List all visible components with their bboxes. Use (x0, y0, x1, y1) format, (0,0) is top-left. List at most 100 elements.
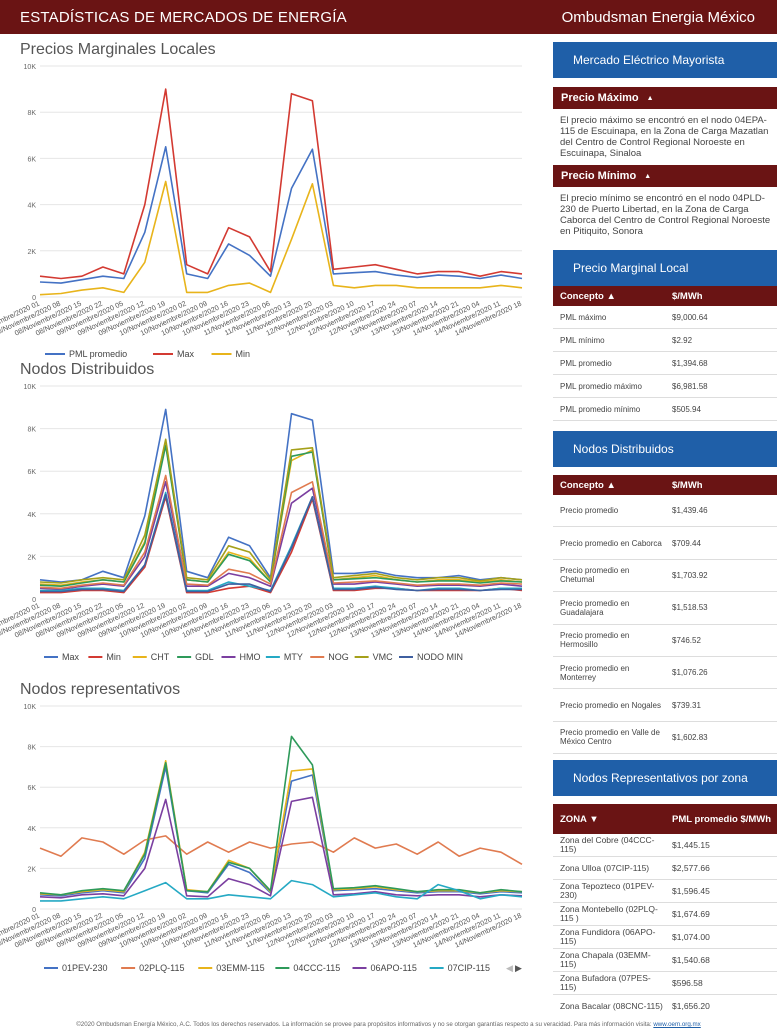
table-header[interactable]: ZONA ▼ PML promedio $/MWh (553, 804, 777, 834)
table-header[interactable]: Concepto ▲ $/MWh (553, 475, 777, 495)
col-header-2[interactable]: $/MWh (672, 290, 703, 302)
legend-label[interactable]: NOG (328, 652, 349, 662)
table-header[interactable]: Concepto ▲ $/MWh (553, 286, 777, 306)
table-row: Zona Montebello (02PLQ-115 ) $1,674.69 (553, 903, 777, 926)
series-line-vmc[interactable] (39, 438, 523, 584)
precio-maximo-toggle[interactable]: Precio Máximo ▲ (553, 87, 777, 109)
row-label: Zona Chapala (03EMM-115) (560, 950, 651, 969)
caret-up-icon: ▲ (646, 94, 654, 102)
series-line-06apo-115[interactable] (39, 796, 523, 899)
footer-text: ©2020 Ombudsman Energía México, A.C. Tod… (76, 1021, 652, 1028)
table-row: PML promedio máximo $6,981.58 (553, 375, 777, 398)
series-line-nodo-min[interactable] (40, 493, 522, 593)
legend-label[interactable]: 03EMM-115 (216, 963, 264, 973)
table-row: Zona Tepozteco (01PEV-230) $1,596.45 (553, 880, 777, 903)
row-value: $2.92 (672, 335, 693, 345)
rep-header[interactable]: Nodos Representativos por zona (553, 760, 777, 796)
col-header-1[interactable]: Concepto ▲ (560, 479, 616, 491)
series-line-07cip-115[interactable] (40, 879, 523, 902)
y-tick-label: 6K (27, 156, 36, 163)
table-row: Precio promedio $1,439.46 (553, 495, 777, 528)
row-label: Zona del Cobre (04CCC-115) (560, 835, 655, 854)
y-tick-label: 10K (24, 64, 37, 71)
legend-label[interactable]: CHT (151, 652, 170, 662)
series-line-03emm-115[interactable] (39, 759, 523, 896)
mercado-title: Mercado Eléctrico Mayorista (573, 53, 725, 67)
legend-next-icon[interactable]: ▶ (515, 963, 522, 973)
row-value: $1,674.69 (672, 909, 710, 919)
legend-prev-icon[interactable]: ◀ (506, 963, 513, 973)
col-header-1[interactable]: Concepto ▲ (560, 290, 616, 302)
row-value: $2,577.66 (672, 863, 710, 873)
y-tick-label: 8K (27, 745, 36, 752)
footer: ©2020 Ombudsman Energía México, A.C. Tod… (0, 1021, 777, 1028)
series-line-min[interactable] (40, 496, 523, 594)
legend-label[interactable]: VMC (373, 652, 394, 662)
series-line-nog[interactable] (39, 474, 523, 590)
col-header-2[interactable]: $/MWh (672, 479, 703, 491)
row-value: $1,602.83 (672, 732, 708, 742)
table-row: Precio promedio en Valle de México Centr… (553, 722, 777, 755)
row-label: Zona Ulloa (07CIP-115) (560, 862, 650, 873)
footer-link[interactable]: www.oem.org.mx (653, 1021, 701, 1028)
series-line-max[interactable] (39, 88, 523, 280)
row-label: Precio promedio en Monterrey (560, 663, 630, 682)
table-row: Zona Fundidora (06APO-115) $1,074.00 (553, 926, 777, 949)
precio-minimo-toggle[interactable]: Precio Mínimo ▲ (553, 165, 777, 187)
brand-name[interactable]: Ombudsman Energia México (561, 8, 755, 26)
row-value: $709.44 (672, 538, 701, 548)
nodos-header[interactable]: Nodos Distribuidos (553, 431, 777, 467)
legend-label[interactable]: HMO (240, 652, 261, 662)
legend-label[interactable]: Min (236, 349, 251, 359)
legend-label[interactable]: 02PLQ-115 (139, 963, 184, 973)
legend-label[interactable]: Max (62, 652, 80, 662)
row-value: $6,981.58 (672, 381, 708, 391)
series-line-min[interactable] (39, 180, 523, 296)
table-row: Precio promedio en Caborca $709.44 (553, 527, 777, 560)
y-tick-label: 0 (32, 907, 36, 914)
series-line-01pev-230[interactable] (39, 766, 523, 897)
col-header-1[interactable]: ZONA ▼ (560, 813, 599, 825)
chart-legend: 01PEV-230 02PLQ-115 03EMM-115 04CCC-115 06AP… (44, 963, 490, 973)
row-label: Precio promedio en Caborca (560, 538, 662, 548)
row-label: Zona Bufadora (07PES-115) (560, 973, 651, 992)
series-line-04ccc-115[interactable] (39, 735, 523, 896)
row-value: $1,445.15 (672, 840, 710, 850)
pml-header[interactable]: Precio Marginal Local (553, 250, 777, 286)
legend-label[interactable]: NODO MIN (417, 652, 463, 662)
nodos-table: Concepto ▲ $/MWh Precio promedio $1,439.46 P… (553, 475, 777, 755)
y-tick-label: 6K (27, 469, 36, 476)
pml-table: Concepto ▲ $/MWh PML máximo $9,000.64 PML mí… (553, 286, 777, 421)
y-tick-label: 4K (27, 203, 36, 210)
table-row: PML mínimo $2.92 (553, 329, 777, 352)
rep-section-title: Nodos Representativos por zona (573, 771, 748, 785)
legend-label[interactable]: 01PEV-230 (62, 963, 108, 973)
table-row: Zona Ulloa (07CIP-115) $2,577.66 (553, 857, 777, 880)
row-label: Zona Bacalar (08CNC-115) (560, 1000, 663, 1011)
row-label: Precio promedio en Nogales (560, 700, 661, 710)
col-header-2[interactable]: PML promedio $/MWh (672, 813, 772, 825)
row-value: $739.31 (672, 700, 701, 710)
legend-label[interactable]: 04CCC-115 (293, 963, 340, 973)
table-row: Zona Bacalar (08CNC-115) $1,656.20 (553, 995, 777, 1014)
y-tick-label: 0 (32, 295, 36, 302)
legend-label[interactable]: GDL (195, 652, 214, 662)
row-label: Precio promedio en Valle de México Centr… (560, 728, 660, 747)
legend-label[interactable]: Max (177, 349, 195, 359)
rep-table[interactable]: ZONA ▼ PML promedio $/MWh Zona del Cobre (… (553, 804, 777, 1014)
series-line-hmo[interactable] (39, 481, 523, 591)
nodos-section-title: Nodos Distribuidos (573, 442, 674, 456)
legend-label[interactable]: Min (106, 652, 121, 662)
series-line-pml-promedio[interactable] (39, 146, 523, 284)
y-tick-label: 2K (27, 554, 36, 561)
table-row: PML promedio mínimo $505.94 (553, 398, 777, 421)
legend-label[interactable]: 07CIP-115 (448, 963, 490, 973)
legend-label[interactable]: MTY (284, 652, 303, 662)
rep-chart-title: Nodos representativos (20, 681, 181, 698)
mercado-header[interactable]: Mercado Eléctrico Mayorista (553, 42, 777, 78)
legend-label[interactable]: PML promedio (69, 349, 127, 359)
y-tick-label: 2K (27, 249, 36, 256)
legend-label[interactable]: 06APO-115 (371, 963, 417, 973)
row-label: Precio promedio (560, 506, 619, 516)
